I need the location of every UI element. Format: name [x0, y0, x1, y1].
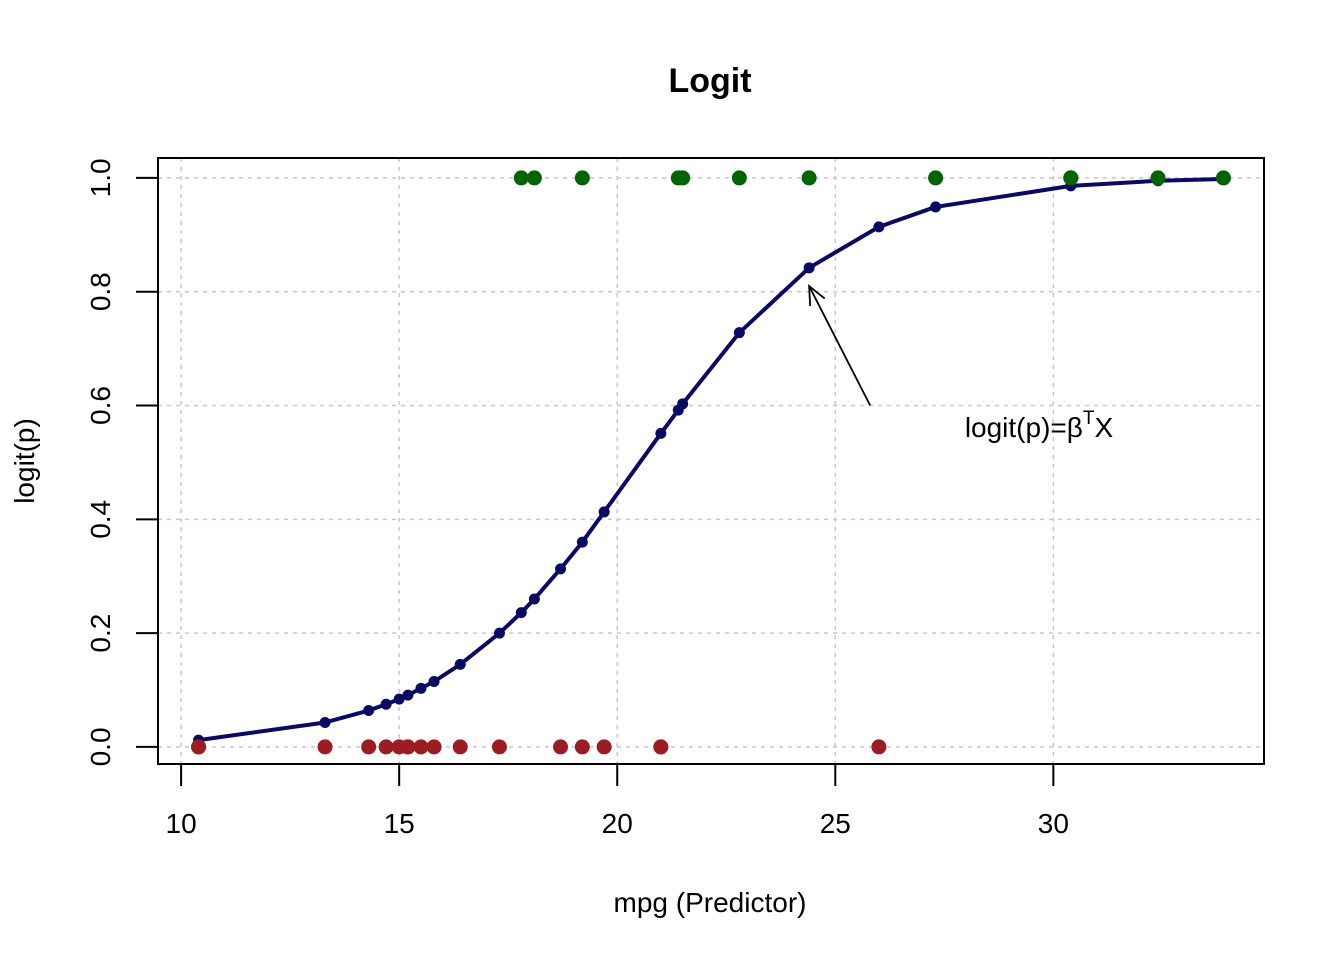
observed-one-point-11 — [1215, 170, 1231, 186]
y-axis-label: logit(p) — [9, 418, 40, 504]
observed-one-point-1 — [526, 170, 542, 186]
chart-title: Logit — [668, 62, 751, 100]
y-tick-label-3: 0.6 — [85, 386, 116, 425]
fitted-point-3 — [380, 698, 392, 710]
observed-zero-point-11 — [491, 739, 507, 755]
grid-lines — [158, 158, 1264, 764]
fitted-point-21 — [930, 201, 942, 213]
fitted-point-11 — [528, 593, 540, 605]
annotation: logit(p)=βTX — [808, 284, 1114, 443]
y-tick-label-4: 0.8 — [85, 272, 116, 311]
observed-zero-point-9 — [426, 739, 442, 755]
y-tick-label-5: 1.0 — [85, 158, 116, 197]
fitted-curve-line — [198, 177, 1224, 743]
fitted-point-7 — [428, 675, 440, 687]
y-tick-label-1: 0.2 — [85, 614, 116, 653]
x-tick-label-3: 25 — [820, 808, 851, 839]
fitted-point-1 — [319, 716, 331, 728]
observed-one-point-7 — [928, 170, 944, 186]
observed-one-point-6 — [801, 170, 817, 186]
x-tick-label-4: 30 — [1038, 808, 1069, 839]
observed-zero-point-2 — [317, 739, 333, 755]
plot-frame — [157, 157, 1265, 765]
annotation-label: logit(p)=βTX — [965, 408, 1114, 443]
annotation-arrow-line — [808, 285, 871, 406]
x-tick-label-0: 10 — [166, 808, 197, 839]
fitted-point-18 — [733, 327, 745, 339]
x-axis-label: mpg (Predictor) — [614, 887, 807, 918]
fitted-point-4 — [393, 693, 405, 705]
x-tick-label-1: 15 — [384, 808, 415, 839]
fitted-point-13 — [576, 536, 588, 548]
observed-zero-point-8 — [413, 739, 429, 755]
observed-one-point-2 — [574, 170, 590, 186]
fitted-point-9 — [493, 627, 505, 639]
fitted-point-12 — [555, 563, 567, 575]
fitted-point-19 — [803, 262, 815, 274]
fitted-point-6 — [415, 682, 427, 694]
observed-zero-point-4 — [378, 739, 394, 755]
fitted-point-8 — [454, 658, 466, 670]
observed-zero-point-14 — [596, 739, 612, 755]
fitted-point-5 — [402, 689, 414, 701]
observed-zero-point-12 — [553, 739, 569, 755]
y-tick-label-0: 0.0 — [85, 727, 116, 766]
annotation-end: X — [1094, 412, 1113, 443]
observed-zero-point-7 — [400, 739, 416, 755]
fitted-point-14 — [598, 506, 610, 518]
observed-one-point-9 — [1063, 170, 1079, 186]
annotation-main: logit(p)=β — [965, 412, 1083, 443]
observed-one-point-0 — [513, 170, 529, 186]
fitted-point-15 — [655, 427, 667, 439]
annotation-superscript: T — [1083, 408, 1095, 429]
observed-one-point-5 — [731, 170, 747, 186]
observed-zero-point-13 — [574, 739, 590, 755]
y-tick-label-2: 0.4 — [85, 500, 116, 539]
observed-one-point-10 — [1150, 170, 1166, 186]
fitted-point-10 — [515, 607, 527, 619]
annotation-arrow-head — [808, 284, 826, 307]
observed-zero-point-16 — [653, 739, 669, 755]
observed-zero-point-10 — [452, 739, 468, 755]
observed-zero-point-1 — [191, 739, 207, 755]
series-group — [191, 170, 1231, 755]
observed-one-point-4 — [675, 170, 691, 186]
fitted-point-20 — [873, 221, 885, 233]
fitted-point-17 — [677, 398, 689, 410]
observed-zero-point-17 — [871, 739, 887, 755]
axes: 10 15 20 25 30 0.0 0.2 0.4 0.6 0.8 1.0 — [85, 158, 1069, 839]
observed-zero-point-3 — [361, 739, 377, 755]
fitted-point-2 — [363, 705, 375, 717]
x-tick-label-2: 20 — [602, 808, 633, 839]
